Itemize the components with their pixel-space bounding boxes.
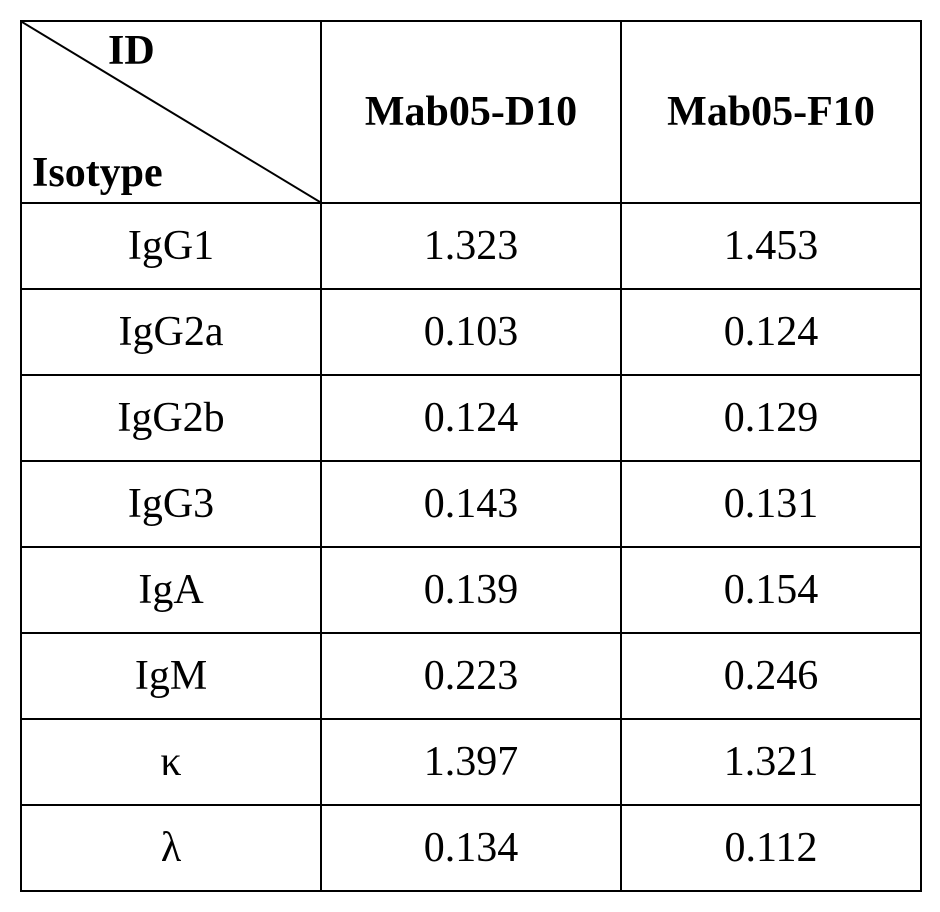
cell-value: 0.124 <box>321 375 621 461</box>
diagonal-header-cell: ID Isotype <box>21 21 321 203</box>
cell-value: 0.246 <box>621 633 921 719</box>
cell-value: 0.143 <box>321 461 621 547</box>
row-label: IgA <box>21 547 321 633</box>
cell-value: 1.397 <box>321 719 621 805</box>
cell-value: 0.134 <box>321 805 621 891</box>
table-row: λ 0.134 0.112 <box>21 805 921 891</box>
cell-value: 0.129 <box>621 375 921 461</box>
row-label: IgG1 <box>21 203 321 289</box>
row-label: IgM <box>21 633 321 719</box>
row-label: λ <box>21 805 321 891</box>
cell-value: 0.154 <box>621 547 921 633</box>
diag-bottom-left-label: Isotype <box>32 150 163 196</box>
isotype-table: ID Isotype Mab05-D10 Mab05-F10 IgG1 1.32… <box>20 20 922 892</box>
row-label: IgG3 <box>21 461 321 547</box>
cell-value: 0.223 <box>321 633 621 719</box>
table-header-row: ID Isotype Mab05-D10 Mab05-F10 <box>21 21 921 203</box>
table-row: IgA 0.139 0.154 <box>21 547 921 633</box>
cell-value: 0.103 <box>321 289 621 375</box>
diag-top-right-label: ID <box>108 28 155 74</box>
cell-value: 0.124 <box>621 289 921 375</box>
row-label: κ <box>21 719 321 805</box>
column-header: Mab05-F10 <box>621 21 921 203</box>
row-label: IgG2a <box>21 289 321 375</box>
table-row: IgG2b 0.124 0.129 <box>21 375 921 461</box>
table-row: IgG3 0.143 0.131 <box>21 461 921 547</box>
table-row: IgM 0.223 0.246 <box>21 633 921 719</box>
row-label: IgG2b <box>21 375 321 461</box>
table-row: IgG2a 0.103 0.124 <box>21 289 921 375</box>
cell-value: 0.139 <box>321 547 621 633</box>
table-row: IgG1 1.323 1.453 <box>21 203 921 289</box>
cell-value: 0.131 <box>621 461 921 547</box>
cell-value: 1.321 <box>621 719 921 805</box>
cell-value: 1.323 <box>321 203 621 289</box>
cell-value: 0.112 <box>621 805 921 891</box>
table-row: κ 1.397 1.321 <box>21 719 921 805</box>
column-header: Mab05-D10 <box>321 21 621 203</box>
cell-value: 1.453 <box>621 203 921 289</box>
